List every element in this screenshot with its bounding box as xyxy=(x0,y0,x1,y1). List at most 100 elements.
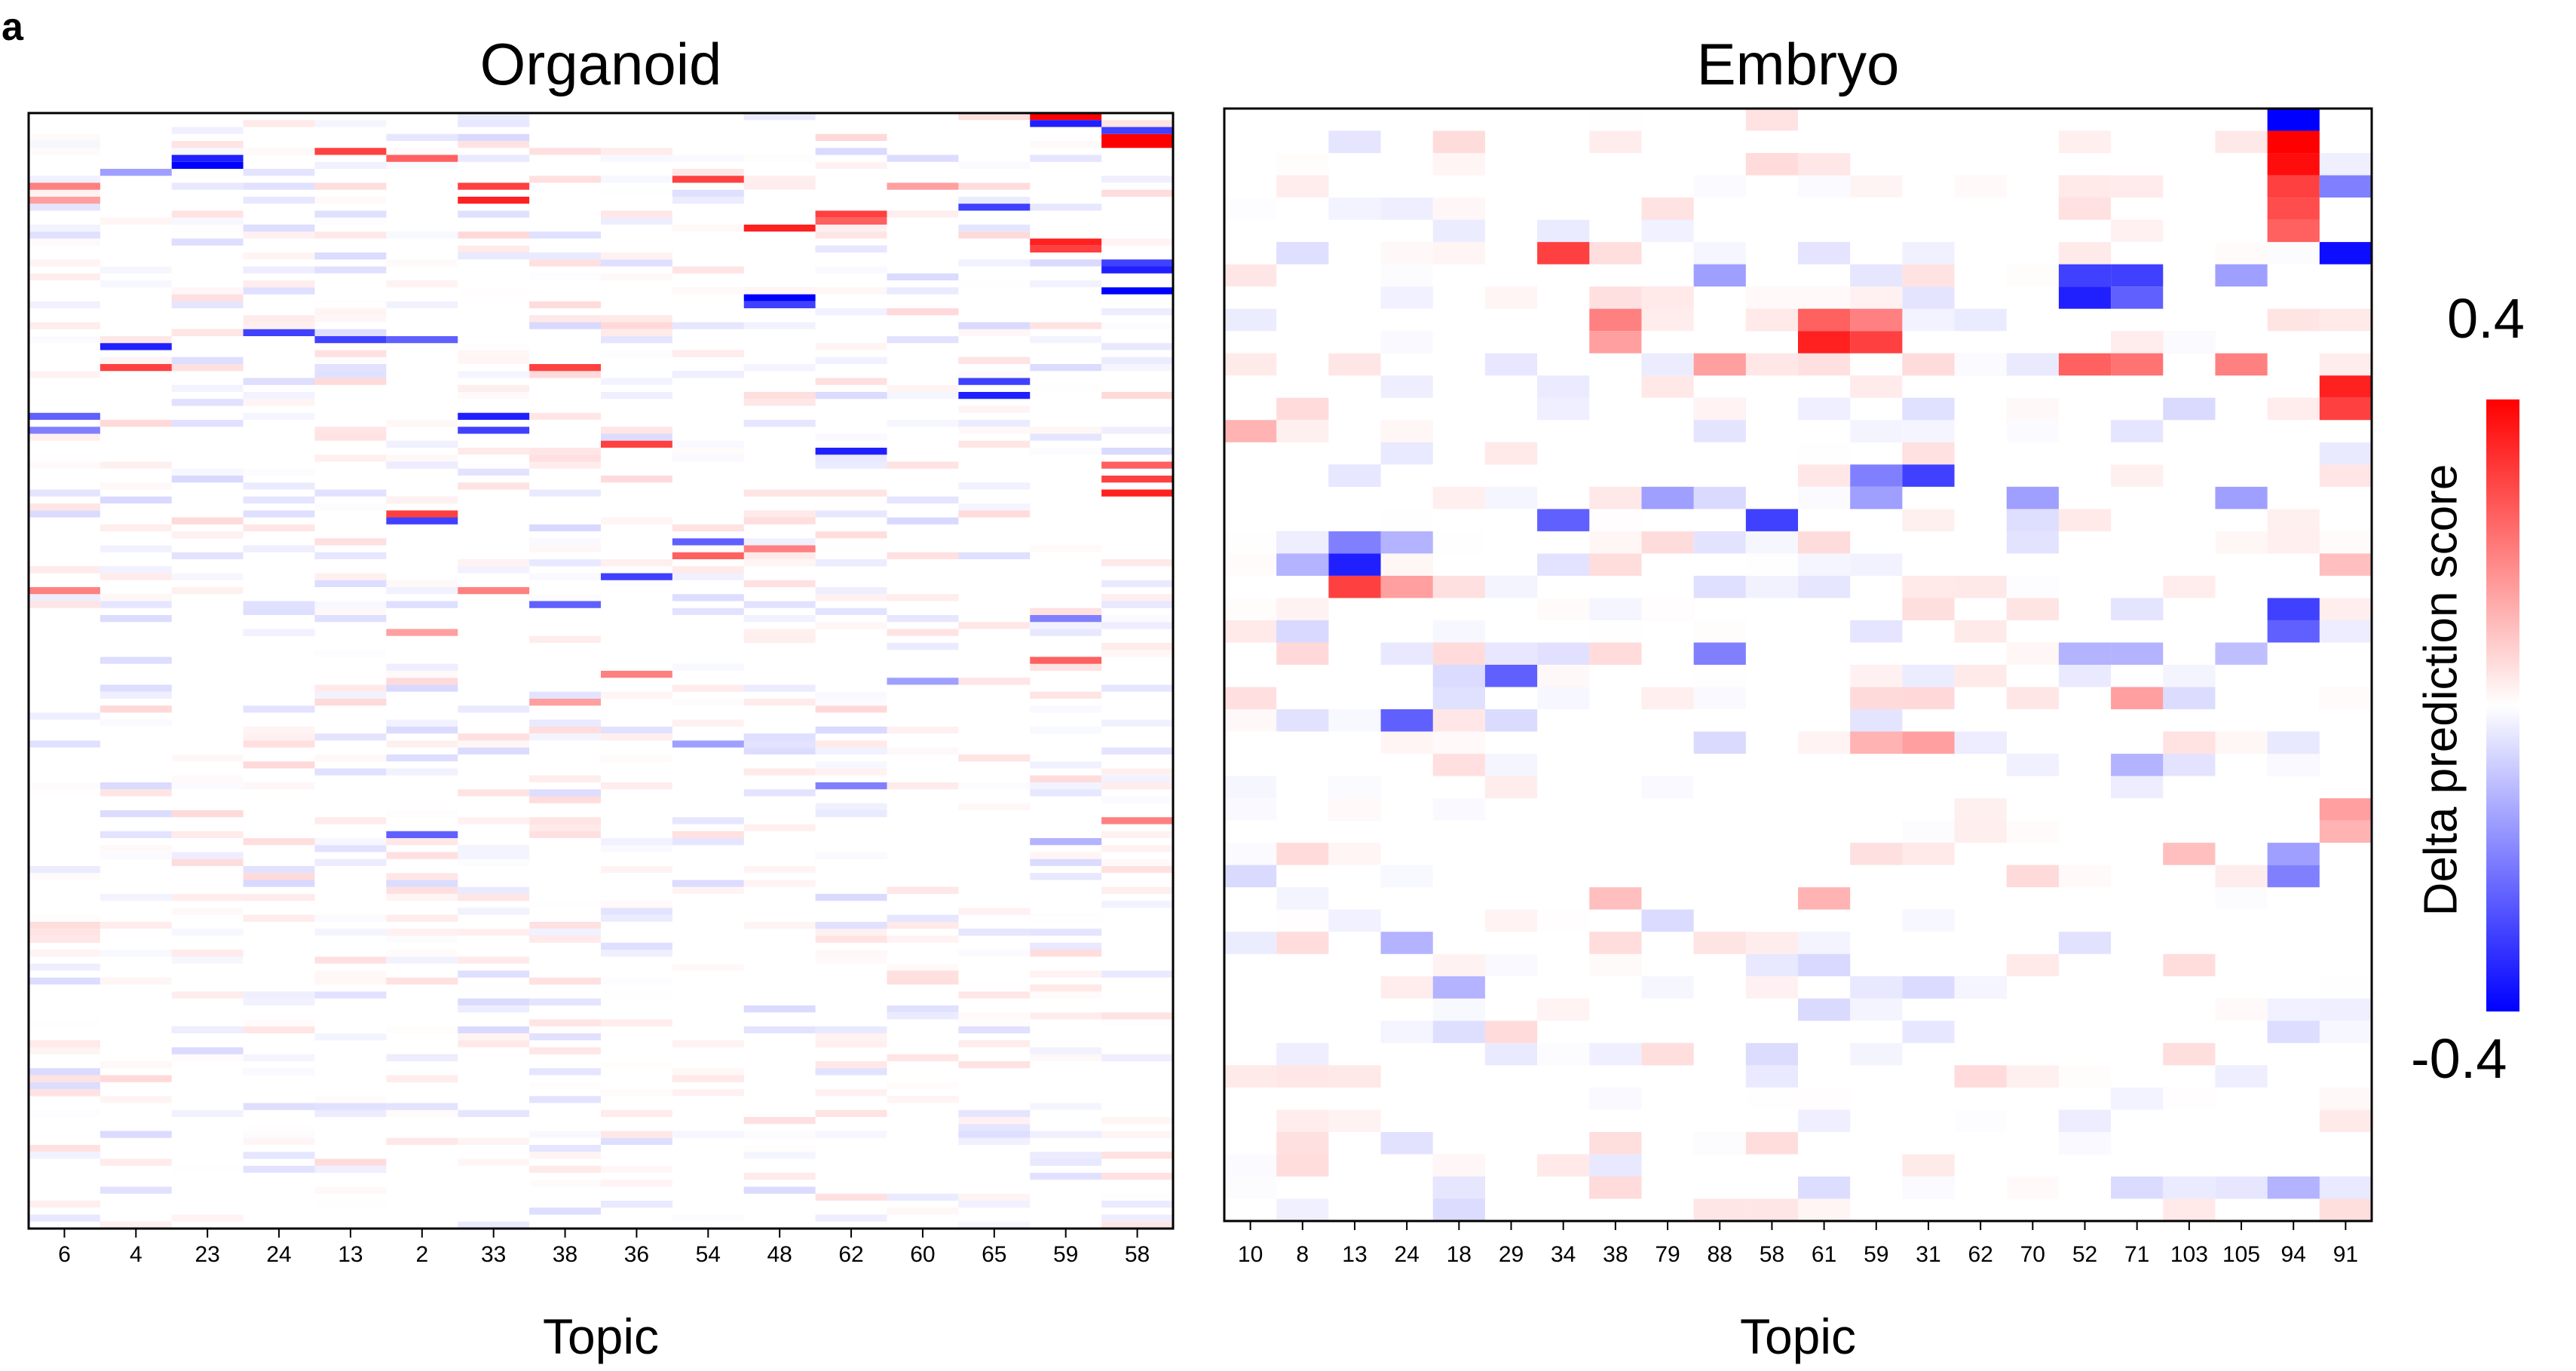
x-tick-label: 38 xyxy=(1603,1242,1628,1267)
heatmap-cell-faint xyxy=(1484,353,1538,376)
heatmap-cell-faint xyxy=(458,907,530,915)
heatmap-cell-faint xyxy=(458,1026,530,1033)
heatmap-cell xyxy=(1030,113,1102,121)
heatmap-cell-faint xyxy=(529,978,602,985)
heatmap-cell xyxy=(386,155,458,162)
heatmap-cell xyxy=(2058,286,2112,309)
heatmap-cell-faint xyxy=(529,691,602,699)
heatmap-cell xyxy=(1380,709,1433,732)
heatmap-cell-faint xyxy=(743,768,816,776)
heatmap-cell-faint xyxy=(1030,691,1102,699)
heatmap-cell-faint xyxy=(743,629,816,636)
heatmap-cell-faint xyxy=(1101,322,1174,329)
heatmap-cell-faint xyxy=(1432,153,1485,176)
heatmap-cell-faint xyxy=(672,817,744,825)
heatmap-cell-faint xyxy=(171,182,244,190)
heatmap-cell-faint xyxy=(1101,1173,1174,1180)
heatmap-cell-faint xyxy=(743,510,816,518)
heatmap-cell-faint xyxy=(1589,509,1642,531)
heatmap-cell-faint xyxy=(815,929,887,936)
heatmap-cell-faint xyxy=(1030,1152,1102,1159)
heatmap-cell-faint xyxy=(1101,189,1174,197)
heatmap-cell-faint xyxy=(2111,219,2164,243)
heatmap-cell-faint xyxy=(672,371,744,378)
heatmap-cell-faint xyxy=(815,489,887,497)
heatmap-cell-faint xyxy=(243,914,315,922)
heatmap-cell-faint xyxy=(29,322,100,329)
heatmap-cell-faint xyxy=(1224,553,1277,576)
heatmap-cell-faint xyxy=(171,1109,244,1117)
heatmap-cell-faint xyxy=(1798,731,1851,754)
heatmap-cell-faint xyxy=(958,357,1031,364)
heatmap-cell xyxy=(1030,838,1102,846)
heatmap-cell xyxy=(2215,486,2268,510)
heatmap-cell-faint xyxy=(1537,397,1590,421)
heatmap-cell-faint xyxy=(529,935,602,943)
heatmap-cell xyxy=(815,217,887,225)
heatmap-cell-faint xyxy=(1030,950,1102,957)
heatmap-cell-faint xyxy=(1537,1154,1590,1177)
heatmap-cell-faint xyxy=(1276,1109,1329,1132)
heatmap-cell-faint xyxy=(2319,998,2372,1021)
heatmap-cell-faint xyxy=(529,1019,602,1027)
heatmap-cell-faint xyxy=(1101,113,1174,121)
heatmap-cell-faint xyxy=(386,663,458,671)
heatmap-cell-faint xyxy=(1432,242,1485,265)
heatmap-cell-faint xyxy=(1224,932,1277,954)
heatmap-cell-faint xyxy=(1693,397,1746,421)
heatmap-cell-faint xyxy=(314,573,387,580)
heatmap-cell-faint xyxy=(386,1137,458,1145)
heatmap-cell xyxy=(2058,264,2112,287)
heatmap-cell-faint xyxy=(1589,932,1642,954)
heatmap-cell-faint xyxy=(601,176,672,183)
heatmap-cell-faint xyxy=(1589,1042,1642,1066)
heatmap-cell xyxy=(1484,665,1538,687)
heatmap-cell-faint xyxy=(2058,509,2112,531)
heatmap-cell-faint xyxy=(601,1201,672,1208)
heatmap-cell-faint xyxy=(815,287,887,295)
colorbar-min-label: -0.4 xyxy=(2411,1027,2507,1090)
heatmap-cell-faint xyxy=(815,587,887,595)
heatmap-cell-faint xyxy=(672,963,744,971)
heatmap-cell-faint xyxy=(1850,687,1903,710)
heatmap-cell-faint xyxy=(1484,909,1538,932)
heatmap-cell-faint xyxy=(529,831,602,838)
heatmap-cell xyxy=(1798,308,1851,332)
heatmap-cell-faint xyxy=(1101,482,1174,490)
heatmap-cell-faint xyxy=(243,838,315,846)
heatmap-cell-faint xyxy=(386,601,458,608)
heatmap-cell-faint xyxy=(100,852,172,859)
heatmap-cell-faint xyxy=(100,1061,172,1069)
heatmap-cell-faint xyxy=(601,914,672,922)
heatmap-cell-faint xyxy=(743,789,816,797)
heatmap-cell-faint xyxy=(958,622,1031,629)
heatmap-cell-faint xyxy=(458,858,530,866)
heatmap-cell-faint xyxy=(458,789,530,797)
heatmap-cell-faint xyxy=(529,817,602,825)
heatmap-cell-faint xyxy=(171,950,244,957)
heatmap-cell-faint xyxy=(1224,264,1277,287)
heatmap-cell-faint xyxy=(1328,353,1381,376)
heatmap-cell-faint xyxy=(743,866,816,874)
x-tick-label: 71 xyxy=(2124,1242,2149,1267)
heatmap-cell-faint xyxy=(314,266,387,274)
heatmap-cell-faint xyxy=(386,259,458,267)
heatmap-cell-faint xyxy=(1432,219,1485,243)
heatmap-cell-faint xyxy=(2319,531,2372,554)
heatmap-cell-faint xyxy=(314,1033,387,1041)
heatmap-cell-faint xyxy=(1101,308,1174,316)
heatmap-cell-faint xyxy=(243,169,315,176)
heatmap-cell-faint xyxy=(1798,953,1851,977)
heatmap-cell-faint xyxy=(171,907,244,915)
heatmap-cell-faint xyxy=(815,343,887,350)
heatmap-cell xyxy=(2163,843,2216,865)
heatmap-cell-faint xyxy=(529,322,602,329)
heatmap-cell-faint xyxy=(1030,942,1102,950)
heatmap-cell-faint xyxy=(314,594,387,601)
heatmap-cell-faint xyxy=(958,1117,1031,1125)
heatmap-cell-faint xyxy=(1850,286,1903,309)
heatmap-cell-faint xyxy=(601,210,672,218)
heatmap-cell-faint xyxy=(1030,970,1102,978)
heatmap-cell-faint xyxy=(314,489,387,497)
heatmap-cell-faint xyxy=(29,489,100,497)
